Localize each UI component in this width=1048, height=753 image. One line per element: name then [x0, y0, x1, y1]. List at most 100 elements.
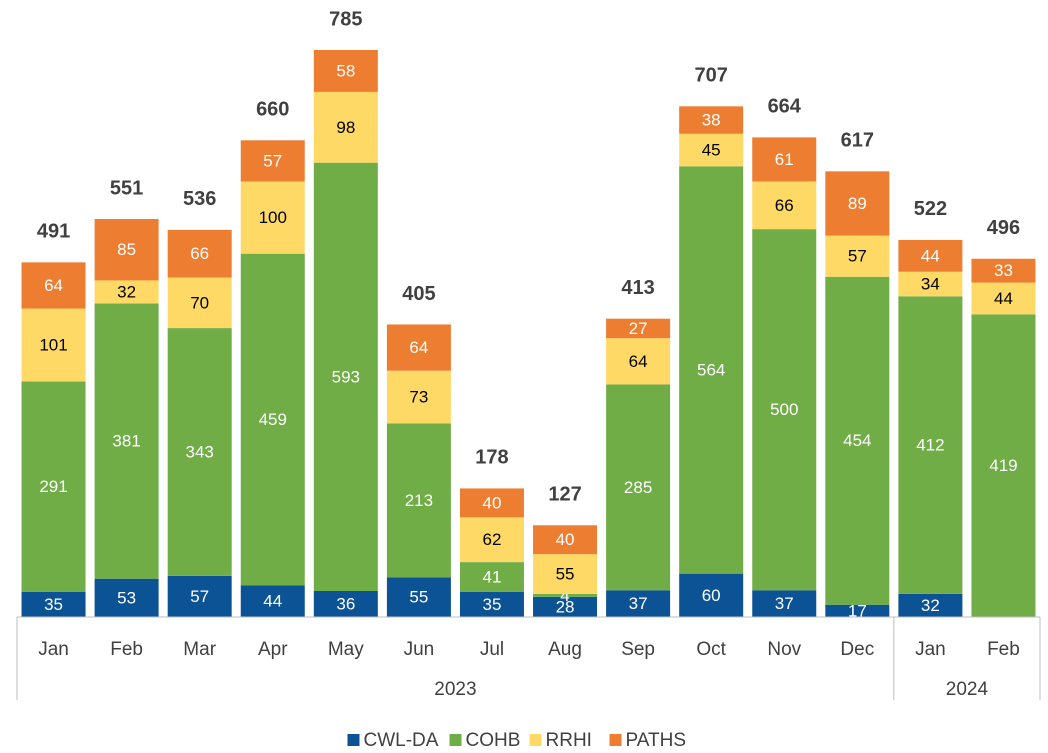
bar-segment: [386, 370, 451, 424]
bar-segment: [459, 517, 524, 563]
data-label: 66: [775, 196, 794, 215]
bar-segment: [898, 271, 963, 297]
x-tick-label: Jul: [480, 639, 504, 660]
bar-segment: [606, 318, 671, 339]
x-tick-label: Sep: [621, 639, 655, 660]
bar-segment: [167, 575, 232, 617]
data-label: 100: [259, 208, 287, 227]
data-label: 61: [775, 150, 794, 169]
x-tick-label: Jan: [38, 639, 69, 660]
data-label: 40: [556, 530, 575, 549]
data-label: 55: [556, 565, 575, 584]
bar-segment: [825, 171, 890, 236]
data-label: 459: [259, 410, 287, 429]
data-label: 564: [697, 360, 725, 379]
data-label: 412: [916, 436, 944, 455]
data-label: 419: [989, 456, 1017, 475]
bar-segment: [679, 573, 744, 617]
bar-segment: [459, 591, 524, 617]
data-label: 35: [44, 595, 63, 614]
legend-swatch: [529, 734, 542, 746]
bar-segment: [752, 137, 817, 182]
group-label: 2023: [434, 679, 476, 700]
bar-segment: [533, 554, 598, 594]
data-label: 66: [190, 244, 209, 263]
bar-segment: [533, 525, 598, 555]
legend-label: COHB: [466, 730, 521, 751]
data-label: 37: [775, 594, 794, 613]
data-label: 37: [629, 594, 648, 613]
data-label: 57: [263, 151, 282, 170]
total-label: 413: [621, 277, 654, 299]
bar-segment: [679, 106, 744, 134]
x-tick-label: Feb: [110, 639, 143, 660]
bar-segment: [167, 229, 232, 278]
x-tick-label: Dec: [840, 639, 874, 660]
data-label: 44: [994, 289, 1013, 308]
data-label: 34: [921, 275, 940, 294]
bar-segment: [240, 140, 305, 182]
data-label: 27: [629, 319, 648, 338]
bar-segment: [94, 219, 159, 281]
bar-segment: [386, 423, 451, 578]
x-tick-label: Oct: [696, 639, 726, 660]
data-label: 57: [190, 587, 209, 606]
data-label: 62: [483, 530, 502, 549]
bar-segment: [971, 282, 1036, 315]
data-label: 33: [994, 261, 1013, 280]
legend-swatch: [347, 734, 360, 746]
bar-segment: [21, 308, 86, 382]
total-label: 536: [183, 188, 216, 210]
data-label: 98: [336, 118, 355, 137]
data-label: 73: [409, 388, 428, 407]
data-label: 53: [117, 588, 136, 607]
bar-segment: [167, 277, 232, 329]
data-label: 60: [702, 586, 721, 605]
data-label: 454: [843, 431, 871, 450]
bar-segment: [459, 488, 524, 518]
data-label: 58: [336, 61, 355, 80]
x-tick-label: Feb: [987, 639, 1020, 660]
bar-segment: [606, 338, 671, 385]
data-label: 64: [629, 352, 648, 371]
bar-segment: [971, 314, 1036, 617]
data-label: 28: [556, 597, 575, 616]
data-label: 291: [39, 477, 67, 496]
bar-segment: [240, 253, 305, 586]
data-label: 32: [921, 596, 940, 615]
total-label: 660: [256, 99, 289, 121]
legend-swatch: [449, 734, 462, 746]
data-label: 44: [921, 246, 940, 265]
bar-segment: [679, 166, 744, 574]
bar-segment: [825, 604, 890, 617]
bar-segment: [898, 593, 963, 617]
data-label: 17: [848, 601, 867, 620]
bar-segment: [386, 324, 451, 371]
bar-segment: [313, 50, 378, 92]
legend-swatch: [609, 734, 622, 746]
x-tick-label: May: [328, 639, 364, 660]
bar-segment: [94, 303, 159, 579]
total-label: 491: [37, 221, 70, 243]
data-label: 4: [560, 586, 569, 605]
total-label: 707: [694, 65, 727, 87]
data-label: 44: [263, 592, 282, 611]
bar-segment: [825, 276, 890, 605]
data-label: 500: [770, 400, 798, 419]
data-label: 593: [332, 367, 360, 386]
bar-segment: [459, 562, 524, 592]
bar-segment: [21, 591, 86, 617]
bar-segment: [679, 133, 744, 167]
x-tick-label: Nov: [767, 639, 801, 660]
data-label: 64: [44, 276, 63, 295]
legend-label: CWL-DA: [364, 730, 439, 751]
total-label: 551: [110, 177, 143, 199]
bar-segment: [533, 596, 598, 617]
bar-segment: [825, 235, 890, 277]
data-label: 213: [405, 491, 433, 510]
bar-segment: [313, 91, 378, 163]
total-label: 785: [329, 8, 362, 30]
bar-segment: [94, 578, 159, 617]
bar-segment: [752, 229, 817, 591]
